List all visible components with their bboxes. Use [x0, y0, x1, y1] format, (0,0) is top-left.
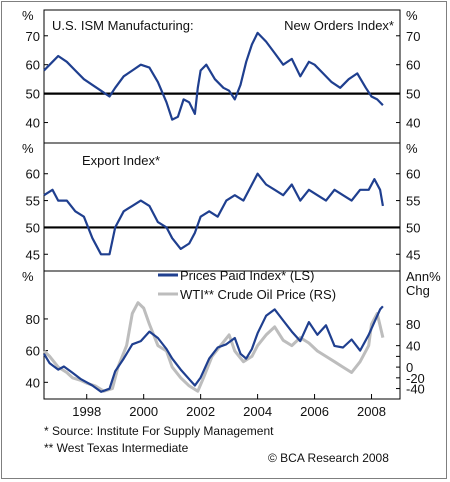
panel-3-right-unit-2: Chg [406, 283, 430, 298]
panel-3-left-tick-60: 60 [26, 344, 40, 359]
panel-3-right-tick-40: 40 [406, 339, 420, 354]
panel-3-left-tick-40: 40 [26, 375, 40, 390]
panel-1-title: U.S. ISM Manufacturing: [52, 18, 194, 33]
panel-2-right-tick-55: 55 [406, 194, 420, 209]
panel-3-border [43, 270, 401, 400]
panel-1-subtitle: New Orders Index* [284, 18, 394, 33]
legend-label-2: WTI** Crude Oil Price (RS) [180, 287, 336, 302]
panel-3-right-tick--40: -40 [406, 382, 425, 397]
x-tick-2000: 2000 [129, 404, 158, 419]
x-tick-2008: 2008 [357, 404, 386, 419]
panel-2-right-unit: % [406, 141, 418, 156]
panel-3-right-tick-80: 80 [406, 317, 420, 332]
panel-3-series-wti-oil-line [42, 301, 385, 393]
legend-label-1: Prices Paid Index* (LS) [180, 268, 314, 283]
panel-2-series-index-line [43, 172, 384, 256]
panel-2-right-tick-60: 60 [406, 167, 420, 182]
panel-1-right-tick-50: 50 [406, 87, 420, 102]
panel-3-series-prices-paid-line [43, 305, 384, 393]
panel-1-left-tick-40: 40 [26, 116, 40, 131]
panel-2-right-tick-50: 50 [406, 220, 420, 235]
panel-2-left-tick-60: 60 [26, 167, 40, 182]
x-tick-2006: 2006 [300, 404, 329, 419]
panel-2-left-tick-55: 55 [26, 194, 40, 209]
panel-1-left-tick-50: 50 [26, 87, 40, 102]
panel-2-title: Export Index* [82, 153, 160, 168]
panel-1-right-tick-70: 70 [406, 29, 420, 44]
panel-3-right-tick--20: -20 [406, 371, 425, 386]
panel-1-series-index-line [43, 31, 384, 121]
panel-1-right-unit: % [406, 8, 418, 23]
footnote-source: * Source: Institute For Supply Managemen… [44, 424, 274, 438]
copyright: © BCA Research 2008 [268, 451, 389, 465]
panel-2-left-tick-50: 50 [26, 220, 40, 235]
panel-1-left-tick-60: 60 [26, 58, 40, 73]
panel-1-right-tick-40: 40 [406, 116, 420, 131]
panel-1-left-tick-70: 70 [26, 29, 40, 44]
panel-2-right-tick-45: 45 [406, 247, 420, 262]
panel-2-left-unit: % [22, 141, 34, 156]
panel-3-left-tick-80: 80 [26, 312, 40, 327]
panel-1-left-unit: % [22, 8, 34, 23]
panel-1-right-tick-60: 60 [406, 58, 420, 73]
panel-3-right-tick-0: 0 [406, 360, 413, 375]
x-tick-2002: 2002 [186, 404, 215, 419]
x-tick-1998: 1998 [72, 404, 101, 419]
panel-3-right-unit: Ann% [406, 269, 441, 284]
footnote-wti: ** West Texas Intermediate [44, 441, 189, 455]
panel-3-left-unit: % [22, 269, 34, 284]
panel-2-left-tick-45: 45 [26, 247, 40, 262]
x-tick-2004: 2004 [243, 404, 272, 419]
